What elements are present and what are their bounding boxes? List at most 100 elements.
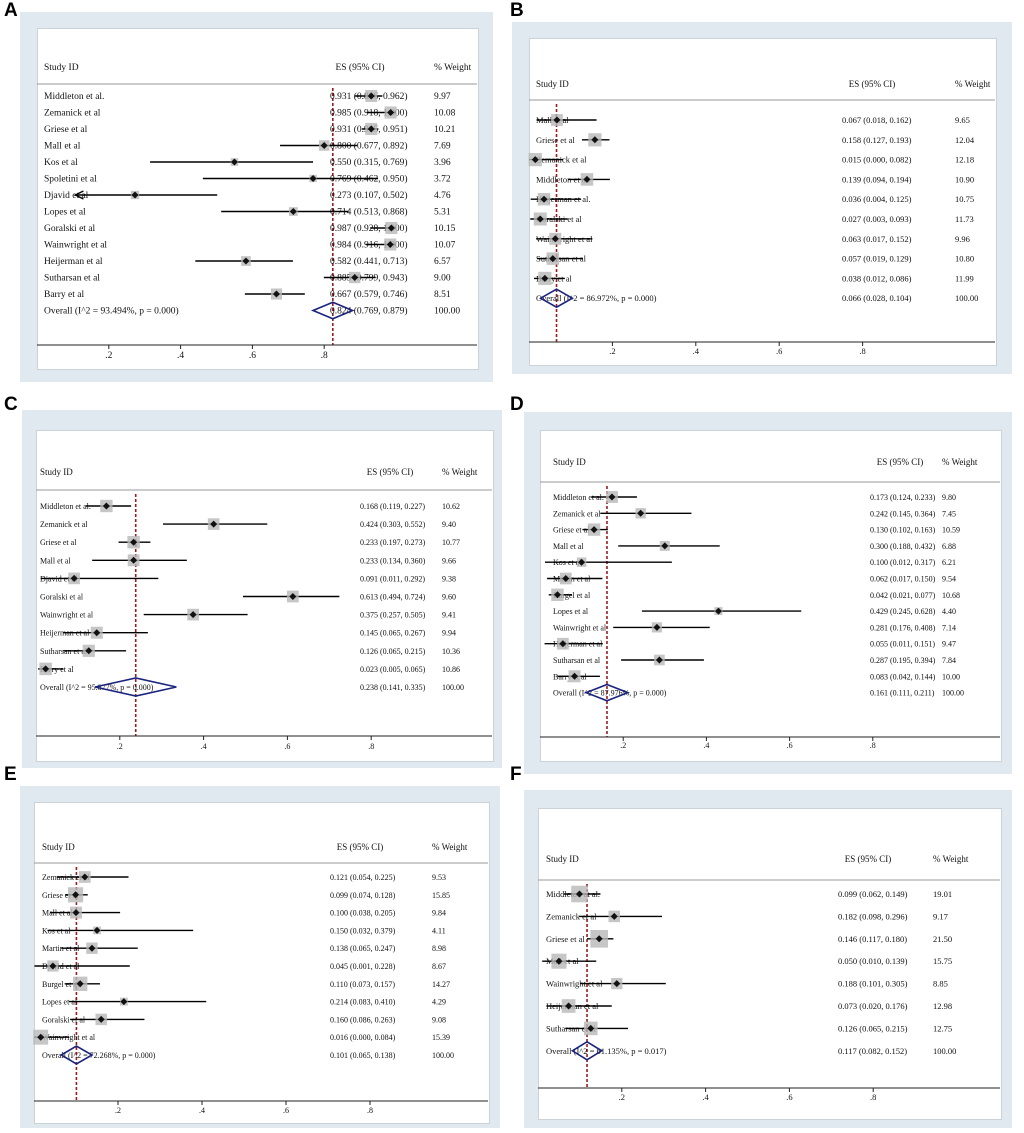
study-es-ci: 0.063 (0.017, 0.152) xyxy=(842,234,912,244)
study-es-ci: 0.281 (0.176, 0.408) xyxy=(870,623,936,632)
study-weight: 12.75 xyxy=(933,1023,952,1033)
study-es-ci: 0.987 (0.928, 1.000) xyxy=(330,223,408,234)
overall-diamond xyxy=(94,677,177,697)
study-es-ci: 0.233 (0.134, 0.360) xyxy=(360,556,426,565)
overall-es-ci: 0.824 (0.769, 0.879) xyxy=(330,306,408,317)
overall-diamond xyxy=(583,683,630,702)
study-weight: 15.39 xyxy=(432,1033,450,1042)
point-estimate xyxy=(541,274,549,282)
study-weight: 9.54 xyxy=(942,575,956,584)
point-estimate xyxy=(70,574,78,582)
study-weight: 9.47 xyxy=(942,640,956,649)
point-estimate xyxy=(551,235,559,243)
study-weight: 9.66 xyxy=(442,556,456,565)
study-name: Goralski et al xyxy=(40,593,84,602)
header-es-ci: ES (95% CI) xyxy=(335,62,384,73)
study-es-ci: 0.015 (0.000, 0.082) xyxy=(842,155,912,165)
study-es-ci: 0.099 (0.074, 0.128) xyxy=(330,891,396,900)
point-estimate xyxy=(587,1024,595,1032)
study-weight: 10.90 xyxy=(955,174,974,184)
study-es-ci: 0.016 (0.000, 0.084) xyxy=(330,1033,396,1042)
header-study-id: Study ID xyxy=(44,63,79,73)
x-tick-label: .8 xyxy=(367,1106,373,1115)
study-weight: 6.21 xyxy=(942,558,956,567)
study-weight: 7.45 xyxy=(942,509,956,518)
header-weight: % Weight xyxy=(933,854,969,864)
x-tick-label: .6 xyxy=(786,1092,792,1102)
study-es-ci: 0.126 (0.065, 0.215) xyxy=(360,647,426,656)
x-tick-label: .6 xyxy=(776,346,782,356)
point-estimate xyxy=(42,665,50,673)
study-name: Griese et al xyxy=(536,135,575,145)
study-es-ci: 0.158 (0.127, 0.193) xyxy=(842,135,912,145)
study-weight: 12.18 xyxy=(955,155,974,165)
x-tick-label: .8 xyxy=(321,351,328,361)
point-estimate xyxy=(210,520,218,528)
point-estimate xyxy=(559,640,567,648)
study-weight: 9.97 xyxy=(434,92,451,102)
study-name: Lopes et al xyxy=(44,208,86,218)
study-name: Griese et al xyxy=(553,526,590,535)
study-weight: 14.27 xyxy=(432,980,450,989)
point-estimate xyxy=(367,92,375,100)
overall-es-ci: 0.238 (0.141, 0.335) xyxy=(360,683,426,692)
point-estimate xyxy=(93,926,101,934)
point-estimate xyxy=(531,156,539,164)
point-estimate xyxy=(72,909,80,917)
forest-plot-d xyxy=(540,430,1002,762)
overall-diamond xyxy=(310,301,355,320)
study-weight: 9.84 xyxy=(432,909,446,918)
study-name: Lopes et al xyxy=(42,998,78,1007)
study-name: Wainwright et al xyxy=(44,241,107,251)
point-estimate xyxy=(130,556,138,564)
point-estimate xyxy=(386,241,394,248)
x-tick-label: .4 xyxy=(703,741,709,750)
x-tick-label: .6 xyxy=(249,351,256,361)
study-es-ci: 0.083 (0.042, 0.144) xyxy=(870,672,936,681)
point-estimate xyxy=(88,944,96,952)
point-estimate xyxy=(72,891,80,899)
study-es-ci: 0.233 (0.197, 0.273) xyxy=(360,538,426,547)
point-estimate xyxy=(610,912,618,920)
point-estimate xyxy=(571,672,579,680)
study-weight: 9.96 xyxy=(955,234,970,244)
point-estimate xyxy=(189,611,197,619)
study-weight: 9.00 xyxy=(434,274,451,284)
study-weight: 8.51 xyxy=(434,290,451,300)
study-es-ci: 0.121 (0.054, 0.225) xyxy=(330,873,396,882)
x-tick-label: .2 xyxy=(619,1092,625,1102)
study-weight: 19.01 xyxy=(933,889,952,899)
header-study-id: Study ID xyxy=(40,467,73,477)
study-weight: 10.75 xyxy=(955,194,974,204)
study-name: Lopes et al xyxy=(553,607,589,616)
point-estimate xyxy=(536,215,544,223)
overall-weight: 100.00 xyxy=(955,293,978,303)
study-weight: 11.73 xyxy=(955,214,974,224)
x-tick-label: .4 xyxy=(199,1106,205,1115)
study-name: Sutharsan et al xyxy=(553,656,601,665)
study-es-ci: 0.100 (0.038, 0.205) xyxy=(330,909,396,918)
panel-label-e: E xyxy=(4,764,17,785)
point-estimate xyxy=(102,502,110,510)
header-weight: % Weight xyxy=(942,457,978,467)
x-tick-label: .2 xyxy=(117,742,123,751)
study-es-ci: 0.168 (0.119, 0.227) xyxy=(360,502,425,511)
study-es-ci: 0.062 (0.017, 0.150) xyxy=(870,575,936,584)
study-weight: 15.75 xyxy=(933,956,952,966)
study-es-ci: 0.038 (0.012, 0.086) xyxy=(842,273,912,283)
study-es-ci: 0.055 (0.011, 0.151) xyxy=(870,640,935,649)
study-name: Griese et al xyxy=(40,538,77,547)
x-tick-label: .2 xyxy=(115,1106,121,1115)
study-weight: 10.21 xyxy=(434,125,456,135)
study-weight: 10.86 xyxy=(442,665,460,674)
point-estimate xyxy=(272,290,280,298)
study-es-ci: 0.099 (0.062, 0.149) xyxy=(838,889,908,899)
point-estimate xyxy=(387,224,395,232)
x-tick-label: .8 xyxy=(368,742,374,751)
point-estimate xyxy=(387,109,395,116)
point-estimate xyxy=(608,493,616,501)
study-weight: 10.15 xyxy=(434,224,456,234)
study-es-ci: 0.160 (0.086, 0.263) xyxy=(330,1015,396,1024)
study-name: Zemanick et al xyxy=(44,109,101,119)
